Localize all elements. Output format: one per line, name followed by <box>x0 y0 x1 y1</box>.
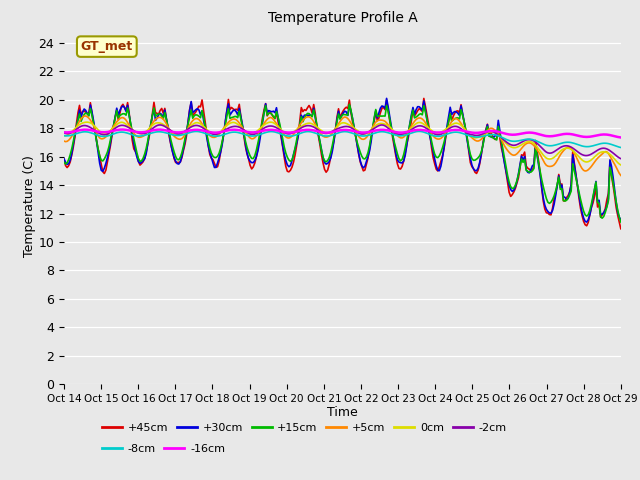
Title: Temperature Profile A: Temperature Profile A <box>268 11 417 25</box>
+15cm <box>617 219 625 225</box>
+45cm <box>60 156 68 162</box>
Line: -16cm: -16cm <box>64 130 621 137</box>
+45cm <box>420 96 428 101</box>
+5cm <box>60 138 68 144</box>
Line: +45cm: +45cm <box>64 98 621 229</box>
+30cm <box>303 112 311 118</box>
Line: +15cm: +15cm <box>64 104 621 222</box>
+15cm <box>129 129 136 134</box>
+45cm <box>303 105 311 111</box>
+5cm <box>130 130 138 136</box>
Line: +5cm: +5cm <box>64 116 621 175</box>
-2cm <box>129 127 136 132</box>
+5cm <box>82 113 90 119</box>
+30cm <box>583 219 591 225</box>
Line: -8cm: -8cm <box>64 132 621 147</box>
-2cm <box>246 131 254 137</box>
+30cm <box>226 112 234 118</box>
-2cm <box>228 124 236 130</box>
0cm <box>244 131 252 137</box>
-2cm <box>305 123 313 129</box>
0cm <box>226 120 234 126</box>
+15cm <box>244 149 252 155</box>
0cm <box>129 127 136 132</box>
+45cm <box>226 107 234 112</box>
+45cm <box>129 137 136 143</box>
-16cm <box>588 133 595 139</box>
-2cm <box>60 130 68 136</box>
-8cm <box>60 133 68 139</box>
-2cm <box>588 151 595 157</box>
+15cm <box>226 116 234 121</box>
-16cm <box>617 134 625 140</box>
-8cm <box>129 132 136 138</box>
-2cm <box>156 122 164 128</box>
-8cm <box>226 130 234 135</box>
+30cm <box>589 196 596 202</box>
-2cm <box>617 156 625 161</box>
Y-axis label: Temperature (C): Temperature (C) <box>22 156 36 257</box>
+15cm <box>60 159 68 165</box>
0cm <box>254 128 262 133</box>
+30cm <box>244 156 252 161</box>
+5cm <box>305 114 313 120</box>
-2cm <box>255 129 263 134</box>
+30cm <box>617 217 625 223</box>
0cm <box>617 162 625 168</box>
+30cm <box>60 156 68 162</box>
0cm <box>60 133 68 139</box>
+5cm <box>255 129 263 134</box>
+15cm <box>588 201 595 207</box>
X-axis label: Time: Time <box>327 407 358 420</box>
+30cm <box>383 96 390 101</box>
+45cm <box>254 145 262 151</box>
+45cm <box>588 205 595 211</box>
-16cm <box>255 129 263 134</box>
Line: -2cm: -2cm <box>64 125 621 158</box>
+30cm <box>129 131 136 137</box>
0cm <box>305 120 313 126</box>
-8cm <box>244 133 252 139</box>
+5cm <box>617 172 625 178</box>
+5cm <box>246 135 254 141</box>
+15cm <box>346 101 353 107</box>
-8cm <box>617 144 625 150</box>
Legend: -8cm, -16cm: -8cm, -16cm <box>97 440 229 458</box>
Line: 0cm: 0cm <box>64 122 621 165</box>
+5cm <box>588 164 595 169</box>
0cm <box>266 119 274 125</box>
+15cm <box>254 141 262 146</box>
Line: +30cm: +30cm <box>64 98 621 222</box>
+45cm <box>617 226 625 232</box>
-16cm <box>246 130 254 135</box>
-8cm <box>415 129 423 134</box>
-16cm <box>118 127 125 132</box>
+30cm <box>254 148 262 154</box>
-8cm <box>303 129 311 134</box>
-16cm <box>228 127 236 132</box>
-8cm <box>254 132 262 138</box>
+5cm <box>228 117 236 122</box>
-16cm <box>305 127 313 132</box>
+15cm <box>303 110 311 116</box>
-16cm <box>130 129 138 134</box>
Text: GT_met: GT_met <box>81 40 133 53</box>
0cm <box>588 157 595 163</box>
-16cm <box>60 130 68 135</box>
-8cm <box>588 144 595 149</box>
+45cm <box>244 156 252 162</box>
